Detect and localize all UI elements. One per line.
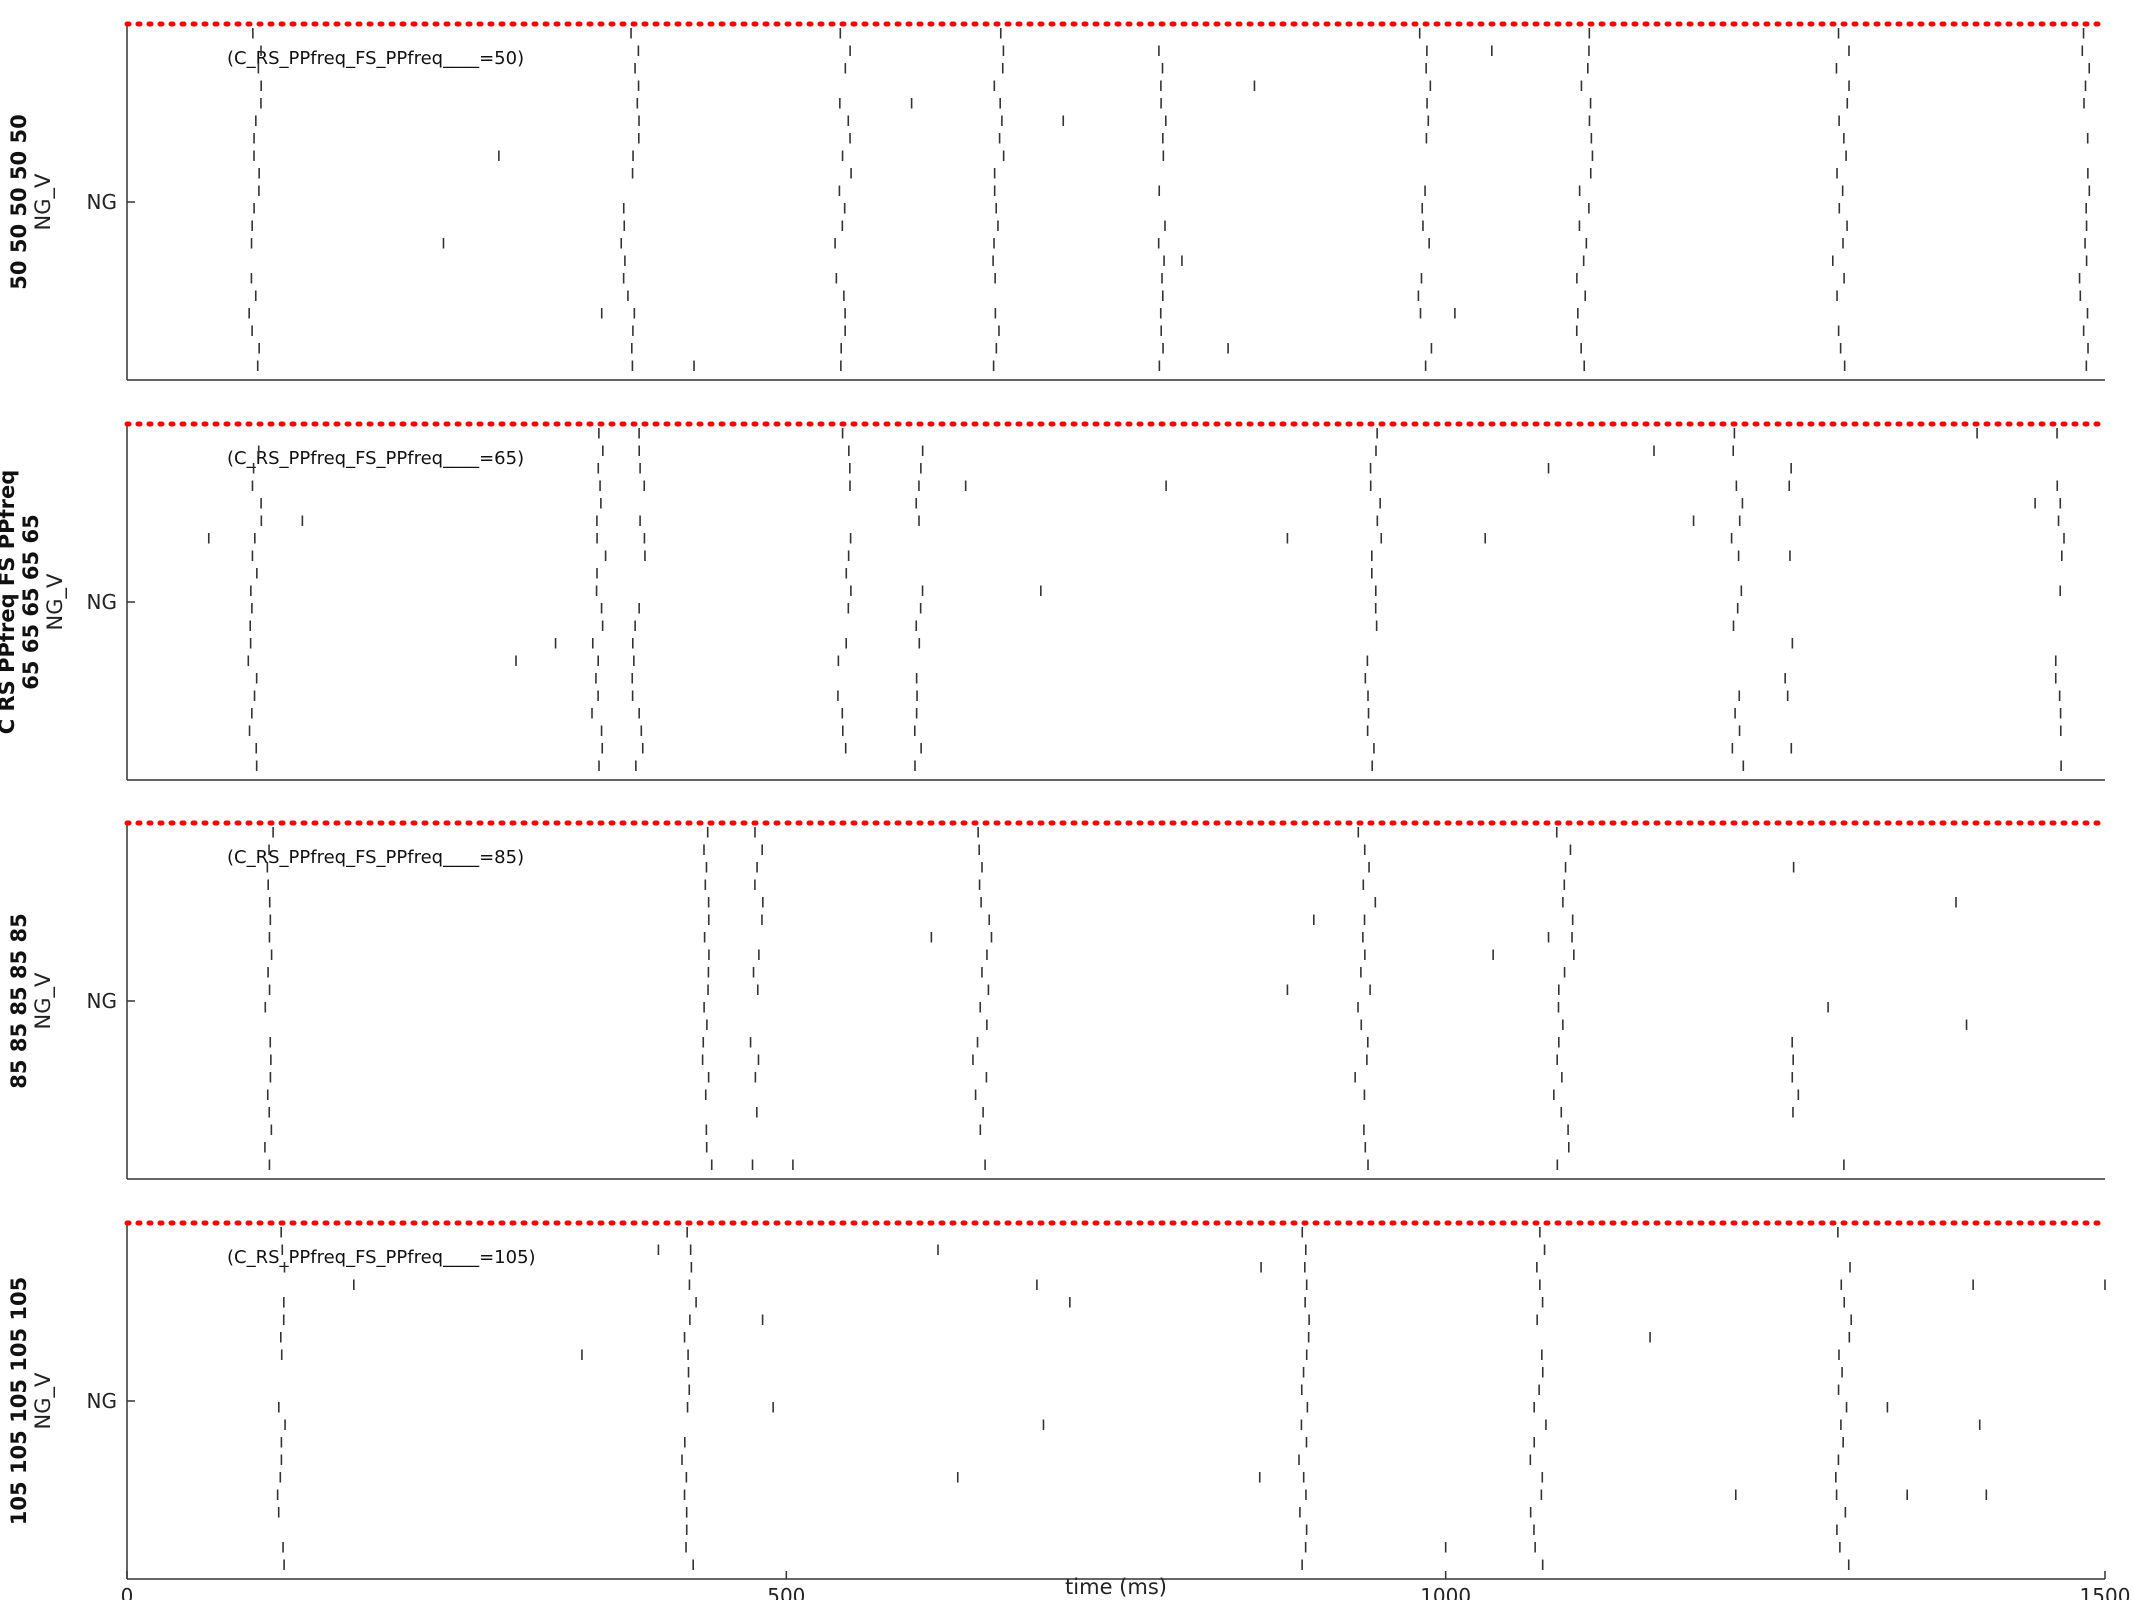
spike-group: [264, 827, 1968, 1170]
raster-panel: NG (C_RS_PPfreq_FS_PPfreq____=105) 105 105…: [7, 1220, 2108, 1580]
x-tick-label: 500: [767, 1584, 805, 1600]
raster-panel: NG (C_RS_PPfreq_FS_PPfreq____=50) 50 50 50…: [7, 21, 2108, 381]
spike-group: [248, 28, 2091, 371]
spike-group: [276, 1227, 2106, 1570]
x-axis: 0 500 1000 1500 time (ms): [121, 1571, 2131, 1600]
y-tick-label: NG: [87, 190, 117, 214]
x-tick-label: 1000: [1420, 1584, 1471, 1600]
panel-annotation: (C_RS_PPfreq_FS_PPfreq____=105): [227, 1247, 536, 1268]
y-tick-label: NG: [87, 590, 117, 614]
y-axis-label: 50 50 50 50 50NG_V: [7, 114, 56, 289]
panel-annotation: (C_RS_PPfreq_FS_PPfreq____=65): [227, 448, 524, 469]
spike-group: [207, 428, 2065, 771]
y-axis-label: 85 85 85 85 85NG_V: [7, 913, 56, 1088]
y-axis-label: C RS PPfreq FS PPfreq65 65 65 65 65NG_V: [0, 470, 68, 735]
y-axis-label: 105 105 105 105 105NG_V: [7, 1277, 56, 1525]
y-axis-label-line: NG_V: [31, 972, 56, 1029]
y-axis-label-line: 65 65 65 65 65: [19, 514, 43, 689]
y-axis-label-line: NG_V: [43, 573, 68, 630]
y-axis-label-line: 85 85 85 85 85: [7, 913, 31, 1088]
panels-group: NG (C_RS_PPfreq_FS_PPfreq____=50) 50 50 50…: [0, 21, 2108, 1580]
y-axis-label-line: NG_V: [31, 1372, 56, 1429]
raster-panel: NG (C_RS_PPfreq_FS_PPfreq____=65) C RS PPf…: [0, 421, 2108, 781]
y-tick-label: NG: [87, 989, 117, 1013]
y-axis-label-line: C RS PPfreq FS PPfreq: [0, 470, 19, 735]
x-tick-label: 0: [121, 1584, 134, 1600]
panel-annotation: (C_RS_PPfreq_FS_PPfreq____=85): [227, 847, 524, 868]
raster-panel: NG (C_RS_PPfreq_FS_PPfreq____=85) 85 85 85…: [7, 820, 2108, 1180]
x-axis-label: time (ms): [1065, 1575, 1167, 1599]
y-axis-label-line: NG_V: [31, 173, 56, 230]
y-tick-label: NG: [87, 1389, 117, 1413]
y-axis-label-line: 50 50 50 50 50: [7, 114, 31, 289]
x-tick-label: 1500: [2080, 1584, 2131, 1600]
y-axis-label-line: 105 105 105 105 105: [7, 1277, 31, 1525]
panel-annotation: (C_RS_PPfreq_FS_PPfreq____=50): [227, 48, 524, 69]
